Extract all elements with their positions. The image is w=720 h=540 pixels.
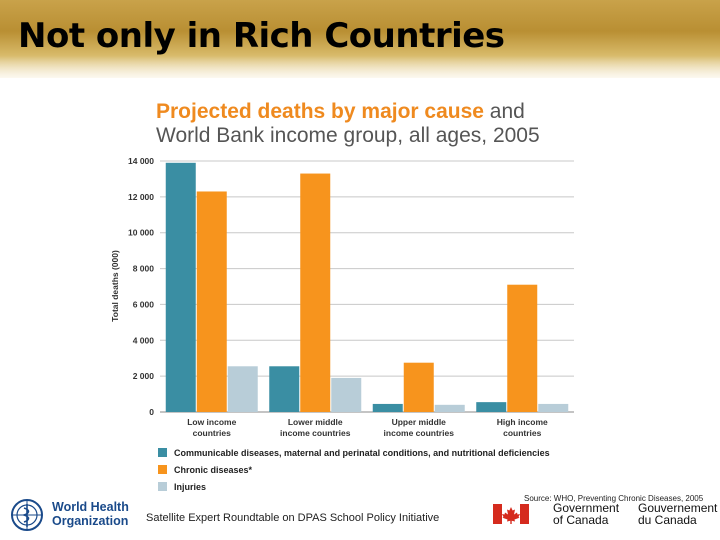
y-tick-label: 2 000: [133, 371, 155, 381]
goc-en-line1: Government: [553, 501, 620, 515]
y-tick-label: 8 000: [133, 264, 155, 274]
chart-legend: Communicable diseases, maternal and peri…: [158, 444, 550, 495]
bar: [434, 404, 465, 412]
legend-label-chronic: Chronic diseases*: [174, 464, 253, 475]
legend-item-communicable: Communicable diseases, maternal and peri…: [158, 444, 550, 461]
bar: [538, 403, 569, 412]
y-tick-label: 0: [149, 407, 154, 417]
goc-en-line2: of Canada: [553, 513, 609, 527]
y-tick-label: 14 000: [128, 156, 154, 166]
canada-flag-icon: [493, 504, 529, 524]
bar: [507, 284, 538, 412]
legend-swatch-chronic: [158, 465, 167, 474]
who-name-line2: Organization: [52, 514, 129, 528]
chart-title-highlight: Projected deaths by major cause: [156, 100, 484, 123]
goc-french-name: Gouvernement du Canada: [638, 502, 717, 526]
bar: [331, 377, 362, 412]
bar: [196, 191, 227, 412]
x-tick-label: countries: [193, 428, 232, 438]
slide-title: Not only in Rich Countries: [18, 16, 505, 56]
y-tick-label: 12 000: [128, 192, 154, 202]
title-banner-fade: [0, 56, 720, 86]
x-tick-label: Lower middle: [288, 417, 343, 427]
x-tick-label: income countries: [384, 428, 455, 438]
footer-text: Satellite Expert Roundtable on DPAS Scho…: [146, 512, 440, 524]
x-tick-label: Low income: [187, 417, 236, 427]
who-name: World Health Organization: [52, 500, 129, 528]
y-tick-label: 4 000: [133, 335, 155, 345]
source-note: Source: WHO, Preventing Chronic Diseases…: [524, 494, 704, 503]
y-tick-label: 6 000: [133, 299, 155, 309]
y-axis-label: Total deaths (000): [110, 250, 120, 322]
goc-english-name: Government of Canada: [553, 502, 619, 526]
chart-title-rest: and: [483, 100, 525, 123]
bar: [403, 362, 434, 412]
legend-swatch-communicable: [158, 448, 167, 457]
legend-swatch-injuries: [158, 482, 167, 491]
goc-fr-line2: du Canada: [638, 513, 697, 527]
legend-item-injuries: Injuries: [158, 478, 550, 495]
x-tick-label: income countries: [280, 428, 351, 438]
chart-title-line2: World Bank income group, all ages, 2005: [156, 124, 540, 147]
x-tick-label: Upper middle: [392, 417, 447, 427]
bar: [269, 366, 300, 412]
legend-item-chronic: Chronic diseases*: [158, 461, 550, 478]
bar: [476, 402, 507, 412]
goc-fr-line1: Gouvernement: [638, 501, 718, 515]
legend-label-injuries: Injuries: [174, 481, 207, 492]
who-name-line1: World Health: [52, 500, 129, 514]
chart-title: Projected deaths by major cause and Worl…: [156, 100, 540, 148]
bar: [227, 366, 258, 412]
bar: [165, 162, 196, 412]
bar: [300, 173, 331, 412]
who-emblem-icon: [11, 499, 43, 531]
x-tick-label: High income: [497, 417, 548, 427]
x-tick-label: countries: [503, 428, 542, 438]
y-tick-label: 10 000: [128, 228, 154, 238]
bar: [372, 403, 403, 412]
legend-label-communicable: Communicable diseases, maternal and peri…: [174, 447, 550, 458]
